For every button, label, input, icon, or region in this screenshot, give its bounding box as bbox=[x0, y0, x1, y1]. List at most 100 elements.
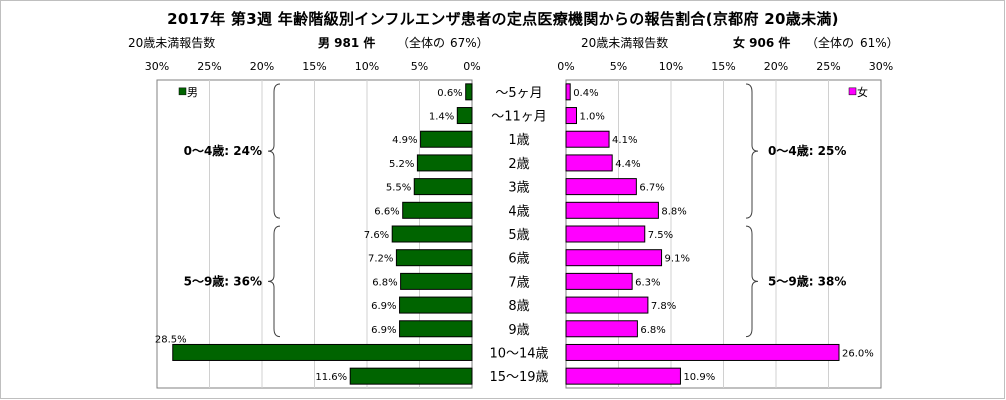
left-group-label: 0〜4歳: 24% bbox=[184, 143, 262, 158]
left-tick-label: 25% bbox=[197, 60, 221, 73]
category-label: 10〜14歳 bbox=[489, 346, 548, 361]
male-bar bbox=[400, 272, 473, 290]
right-tick-label: 10% bbox=[659, 60, 683, 73]
female-bar bbox=[565, 296, 649, 314]
left-share-value: 67%） bbox=[450, 36, 489, 50]
right-share-value: 61%） bbox=[860, 36, 899, 50]
right-group-label: 5〜9歳: 38% bbox=[768, 273, 846, 288]
female-data-label: 4.1% bbox=[612, 135, 637, 146]
left-share-prefix: （全体の bbox=[397, 36, 446, 50]
legend-female-swatch bbox=[848, 87, 857, 96]
female-bar bbox=[565, 320, 638, 338]
legend-female-label: 女 bbox=[857, 85, 868, 99]
right-group-brace bbox=[745, 83, 759, 219]
right-tick-label: 30% bbox=[869, 60, 893, 73]
left-group-brace bbox=[267, 225, 281, 338]
category-label: 3歳 bbox=[508, 181, 529, 196]
left-tick-label: 15% bbox=[302, 60, 326, 73]
male-total: 男 981 件 bbox=[318, 36, 376, 50]
left-tick-label: 30% bbox=[145, 60, 169, 73]
female-data-label: 6.8% bbox=[640, 325, 665, 336]
category-label: 7歳 bbox=[508, 275, 529, 290]
male-data-label: 6.8% bbox=[372, 277, 397, 288]
male-data-label: 6.9% bbox=[371, 325, 396, 336]
male-bar bbox=[456, 107, 473, 125]
female-bar bbox=[565, 107, 577, 125]
right-tick-label: 25% bbox=[816, 60, 840, 73]
female-total: 女 906 件 bbox=[733, 36, 791, 50]
male-data-label: 28.5% bbox=[155, 334, 187, 345]
female-bar bbox=[565, 201, 659, 219]
category-label: 4歳 bbox=[508, 204, 529, 219]
female-data-label: 26.0% bbox=[842, 348, 874, 359]
male-bar bbox=[416, 154, 473, 172]
female-bar bbox=[565, 367, 681, 385]
right-group-brace bbox=[745, 225, 759, 338]
male-data-label: 1.4% bbox=[429, 112, 454, 123]
female-data-label: 6.7% bbox=[639, 183, 664, 194]
right-share-prefix: （全体の bbox=[806, 36, 855, 50]
left-tick-label: 20% bbox=[250, 60, 274, 73]
female-bar bbox=[565, 249, 663, 267]
male-bar bbox=[402, 201, 473, 219]
legend-male-label: 男 bbox=[187, 86, 198, 99]
female-bar bbox=[565, 83, 571, 101]
male-data-label: 0.6% bbox=[437, 88, 462, 99]
male-data-label: 11.6% bbox=[315, 372, 347, 383]
male-bar bbox=[399, 296, 473, 314]
female-bar bbox=[565, 154, 613, 172]
female-bar bbox=[565, 225, 646, 243]
category-label: 6歳 bbox=[508, 252, 529, 267]
category-label: 5歳 bbox=[508, 228, 529, 243]
male-bar bbox=[391, 225, 473, 243]
right-tick-label: 15% bbox=[711, 60, 735, 73]
category-label: 〜11ヶ月 bbox=[491, 110, 547, 125]
male-bar bbox=[399, 320, 473, 338]
female-data-label: 1.0% bbox=[580, 112, 605, 123]
left-group-label: 5〜9歳: 36% bbox=[184, 273, 262, 288]
left-tick-label: 5% bbox=[411, 60, 428, 73]
female-data-label: 9.1% bbox=[665, 254, 690, 265]
female-bar bbox=[565, 178, 637, 196]
female-data-label: 8.8% bbox=[661, 206, 686, 217]
right-axis-title: 20歳未満報告数 bbox=[581, 36, 669, 50]
male-bar bbox=[420, 130, 473, 148]
chart-title: 2017年 第3週 年齢階級別インフルエンザ患者の定点医療機関からの報告割合(京… bbox=[167, 10, 839, 28]
right-total-label: 女 906 件 bbox=[733, 34, 790, 51]
female-data-label: 10.9% bbox=[683, 372, 715, 383]
female-data-label: 7.5% bbox=[648, 230, 673, 241]
female-data-label: 4.4% bbox=[615, 159, 640, 170]
male-data-label: 7.6% bbox=[364, 230, 389, 241]
right-group-label: 0〜4歳: 25% bbox=[768, 143, 846, 158]
right-tick-label: 5% bbox=[610, 60, 627, 73]
male-data-label: 6.6% bbox=[374, 206, 399, 217]
left-axis-title: 20歳未満報告数 bbox=[128, 36, 216, 50]
category-label: 8歳 bbox=[508, 299, 529, 314]
male-data-label: 5.5% bbox=[386, 183, 411, 194]
male-bar bbox=[465, 83, 473, 101]
male-bar bbox=[349, 367, 473, 385]
category-label: 1歳 bbox=[508, 133, 529, 148]
left-tick-label: 0% bbox=[463, 60, 480, 73]
male-data-label: 5.2% bbox=[389, 159, 414, 170]
male-bar bbox=[172, 343, 473, 361]
left-tick-label: 10% bbox=[355, 60, 379, 73]
category-label: 15〜19歳 bbox=[489, 370, 548, 385]
female-bar bbox=[565, 130, 610, 148]
male-bar bbox=[413, 178, 473, 196]
left-total-label: 男 981 件 bbox=[318, 34, 375, 51]
male-bar bbox=[395, 249, 473, 267]
category-label: 9歳 bbox=[508, 323, 529, 338]
female-bar bbox=[565, 343, 840, 361]
category-label: 2歳 bbox=[508, 157, 529, 172]
male-data-label: 6.9% bbox=[371, 301, 396, 312]
female-bar bbox=[565, 272, 633, 290]
female-data-label: 6.3% bbox=[635, 277, 660, 288]
female-data-label: 0.4% bbox=[573, 88, 598, 99]
female-data-label: 7.8% bbox=[651, 301, 676, 312]
right-tick-label: 0% bbox=[557, 60, 574, 73]
legend-male-swatch bbox=[178, 87, 187, 96]
male-data-label: 7.2% bbox=[368, 254, 393, 265]
